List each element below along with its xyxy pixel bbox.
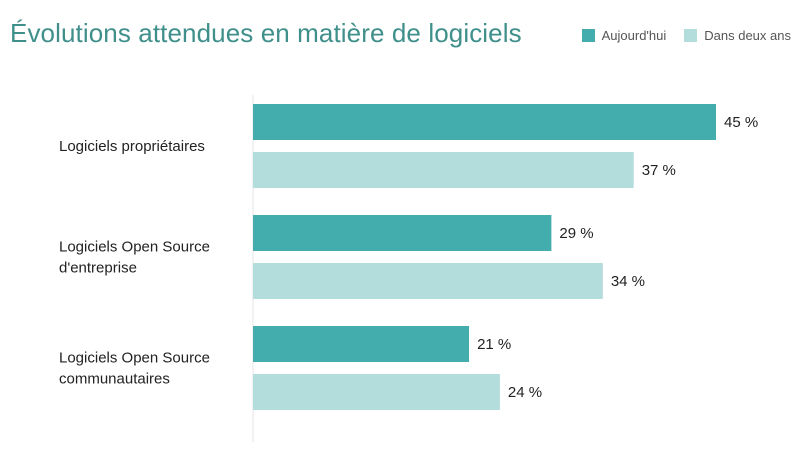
value-label-today-0: 45 %	[724, 114, 758, 131]
category-label-0-line-0: Logiciels propriétaires	[59, 138, 205, 155]
bar-two-years-2	[253, 374, 500, 410]
legend: Aujourd'hui Dans deux ans	[564, 28, 791, 43]
category-label-2-line-0: Logiciels Open Source	[59, 350, 210, 367]
bar-today-1	[253, 215, 552, 251]
category-label-1-line-0: Logiciels Open Source	[59, 239, 210, 256]
category-labels: Logiciels propriétaires Logiciels Open So…	[59, 138, 210, 388]
bar-two-years-0	[253, 152, 634, 188]
value-label-two-years-2: 24 %	[508, 384, 542, 401]
value-labels: 45 % 37 % 29 % 34 % 21 % 24 %	[477, 114, 758, 401]
legend-swatch-two-years	[684, 29, 698, 42]
chart-title: Évolutions attendues en matière de logic…	[10, 18, 522, 48]
value-label-today-1: 29 %	[559, 225, 593, 242]
category-label-1-line-1: d'entreprise	[59, 260, 137, 277]
legend-item-today: Aujourd'hui	[581, 28, 667, 43]
value-label-today-2: 21 %	[477, 336, 511, 353]
legend-label-two-years: Dans deux ans	[704, 28, 791, 43]
legend-item-two-years: Dans deux ans	[684, 28, 791, 43]
value-label-two-years-0: 37 %	[642, 162, 676, 179]
legend-swatch-today	[581, 29, 595, 42]
bar-today-0	[253, 104, 716, 140]
value-label-two-years-1: 34 %	[611, 273, 645, 290]
bar-two-years-1	[253, 263, 603, 299]
legend-label-today: Aujourd'hui	[601, 28, 667, 43]
bar-today-2	[253, 326, 470, 362]
bars	[253, 104, 716, 410]
category-label-2-line-1: communautaires	[59, 371, 170, 388]
